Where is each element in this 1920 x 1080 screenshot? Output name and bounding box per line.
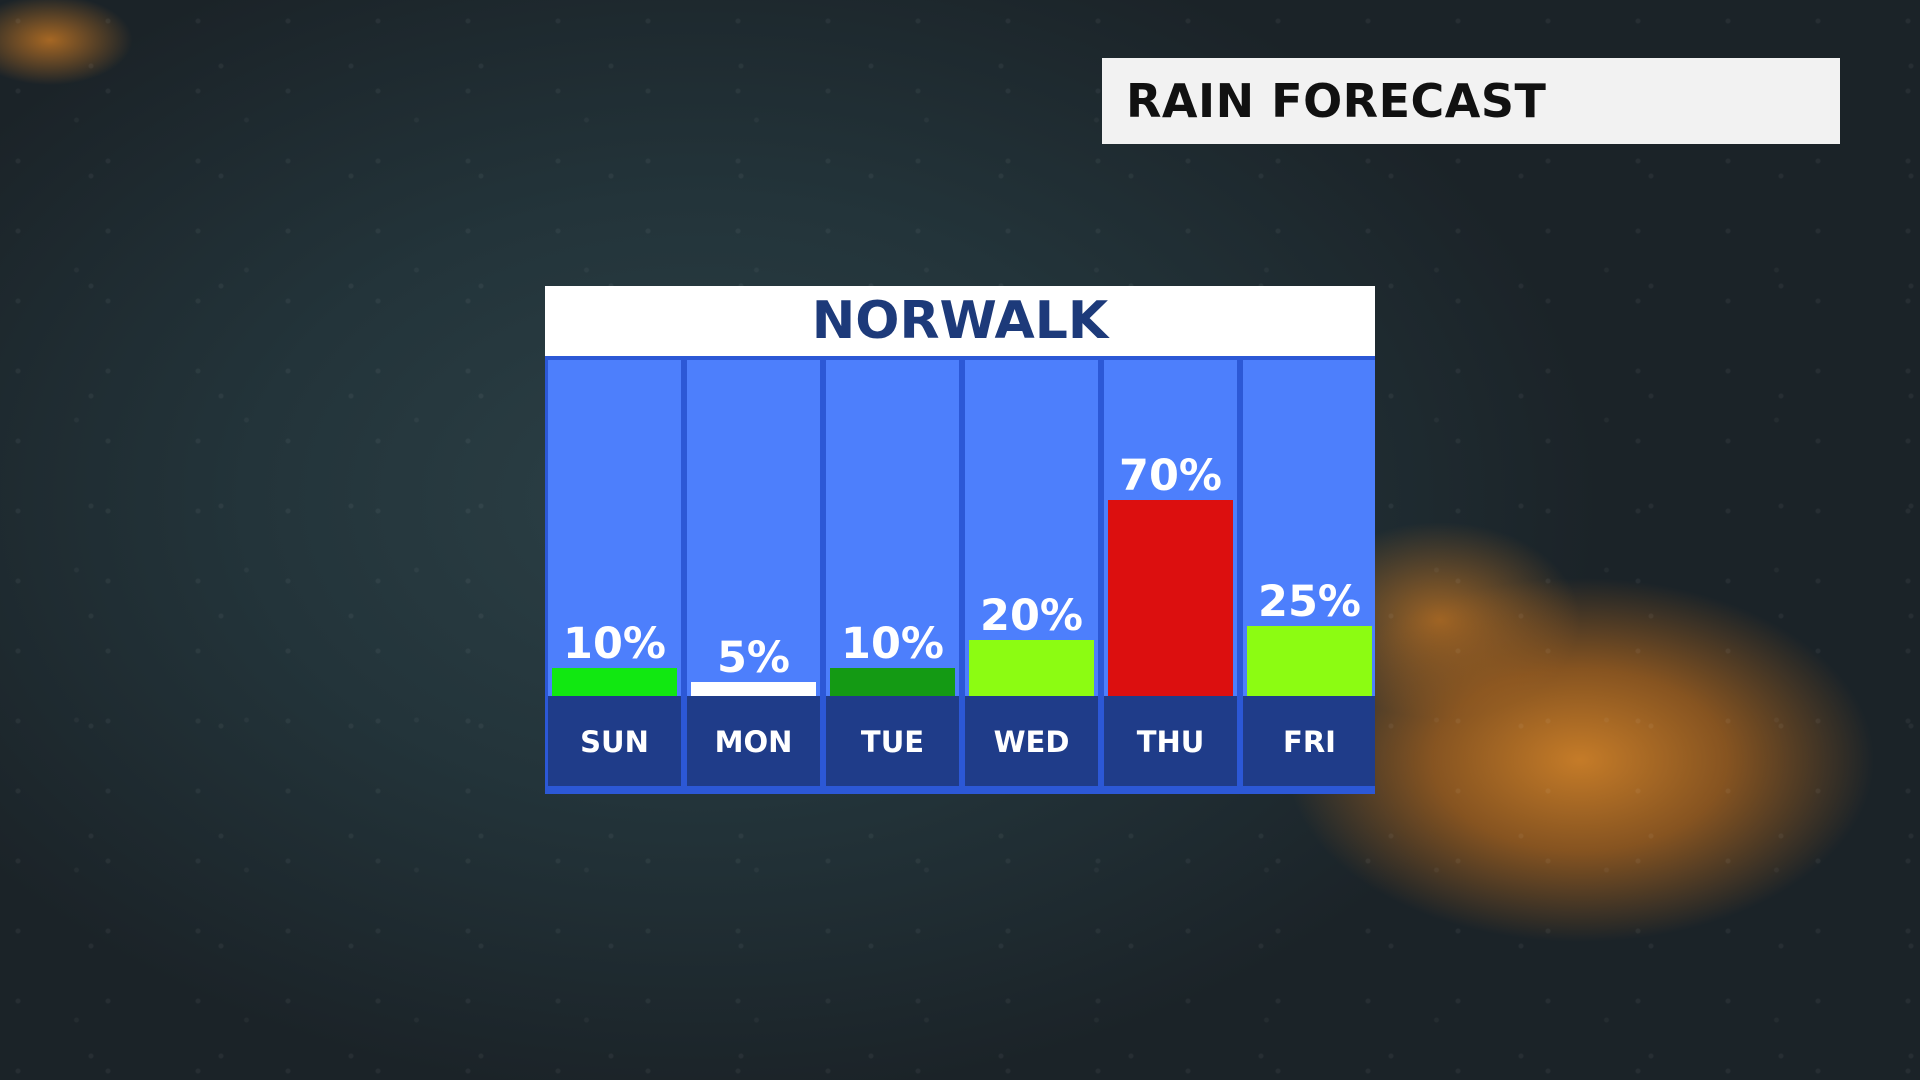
location-header: NORWALK — [545, 286, 1375, 356]
bar-tue — [830, 668, 955, 696]
day-label-box — [548, 696, 681, 786]
day-label-box — [1243, 696, 1375, 786]
bar-thu — [1108, 500, 1233, 696]
value-label: 10% — [563, 619, 666, 669]
day-label: TUE — [861, 725, 924, 759]
forecast-panel: NORWALK 10% SUN 5% MON 10% TUE 20% WED 70% THU 25%… — [545, 286, 1375, 794]
day-label-box — [826, 696, 959, 786]
day-label-box — [965, 696, 1098, 786]
day-column — [687, 360, 820, 696]
page-title: RAIN FORECAST — [1126, 74, 1547, 128]
day-column — [826, 360, 959, 696]
day-label-box — [687, 696, 820, 786]
day-label: SUN — [580, 725, 649, 759]
day-label: WED — [994, 725, 1070, 759]
value-label: 70% — [1119, 451, 1222, 501]
bar-sun — [552, 668, 677, 696]
day-label: FRI — [1283, 725, 1336, 759]
location-name: NORWALK — [811, 291, 1109, 351]
value-label: 10% — [841, 619, 944, 669]
value-label: 5% — [717, 633, 790, 683]
day-label: THU — [1137, 725, 1205, 759]
day-label: MON — [715, 725, 793, 759]
value-label: 20% — [980, 591, 1083, 641]
bar-fri — [1247, 626, 1372, 696]
day-column — [548, 360, 681, 696]
bar-wed — [969, 640, 1094, 696]
day-label-box — [1104, 696, 1237, 786]
rain-forecast-title-box: RAIN FORECAST — [1102, 58, 1840, 144]
value-label: 25% — [1258, 577, 1361, 627]
bar-mon — [691, 682, 816, 696]
rain-chance-chart: 10% SUN 5% MON 10% TUE 20% WED 70% THU 25% FRI — [548, 360, 1375, 786]
